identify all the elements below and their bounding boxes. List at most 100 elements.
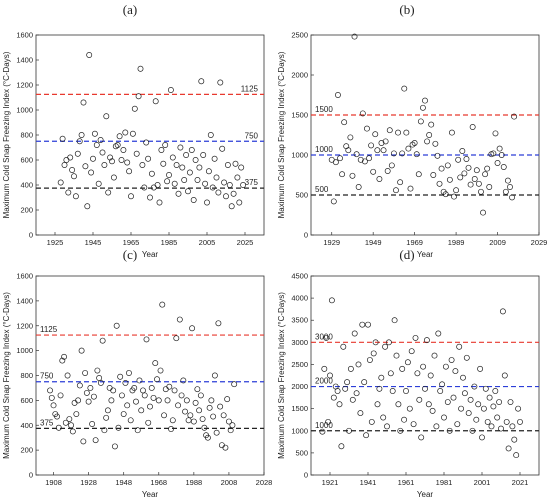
- data-point: [405, 145, 412, 152]
- y-tick-label: 3500: [291, 316, 308, 325]
- data-point: [353, 151, 360, 158]
- data-point: [342, 385, 349, 392]
- x-tick-label: 1941: [360, 478, 377, 487]
- data-point: [469, 427, 476, 434]
- data-point: [359, 110, 366, 117]
- data-point: [397, 427, 404, 434]
- data-point: [460, 374, 466, 381]
- data-point: [189, 325, 196, 332]
- data-point: [351, 33, 358, 40]
- data-point: [185, 188, 191, 195]
- data-point: [116, 133, 123, 140]
- data-point: [131, 384, 138, 391]
- data-point: [401, 85, 408, 92]
- data-point: [378, 374, 385, 381]
- data-point: [160, 160, 167, 167]
- y-tick-label: 500: [295, 191, 308, 200]
- data-point: [110, 387, 117, 394]
- data-point: [372, 339, 379, 346]
- data-point: [145, 155, 152, 162]
- data-point: [99, 337, 106, 344]
- data-point: [128, 193, 134, 200]
- data-point: [185, 417, 192, 424]
- panel-d: (d) 0 500 1000 1500 2000 2500 3000 3500 4000 4500 1…: [277, 247, 540, 499]
- data-point: [118, 392, 125, 399]
- data-point: [444, 399, 451, 405]
- x-tick-label: 1948: [115, 478, 132, 487]
- data-point: [222, 444, 229, 451]
- data-point: [471, 383, 478, 390]
- data-point: [227, 427, 234, 434]
- data-point: [513, 452, 520, 459]
- y-axis-title: Maximum Cold Snap Freezing Index (°C-Day…: [2, 292, 11, 459]
- data-point: [137, 65, 144, 72]
- reference-line-label: 1000: [315, 145, 333, 154]
- data-point: [166, 383, 173, 390]
- data-point: [205, 168, 212, 175]
- data-point: [97, 137, 104, 143]
- data-point: [217, 79, 224, 86]
- y-tick-label: 3000: [291, 338, 308, 347]
- data-point: [482, 385, 489, 392]
- data-point: [334, 92, 341, 98]
- data-point: [161, 412, 167, 419]
- data-point: [124, 402, 131, 409]
- x-tick-label: 2025: [237, 238, 254, 247]
- data-point: [458, 405, 465, 412]
- data-point: [502, 188, 509, 195]
- data-point: [330, 198, 337, 205]
- data-point: [181, 177, 188, 183]
- data-point: [446, 176, 453, 183]
- data-point: [103, 414, 110, 421]
- data-point: [207, 132, 214, 138]
- data-point: [380, 414, 387, 421]
- data-point: [198, 78, 205, 85]
- data-point: [72, 193, 79, 200]
- y-tick-label: 200: [20, 446, 33, 455]
- data-point: [509, 194, 516, 201]
- data-point: [74, 150, 81, 157]
- y-tick-label: 2000: [291, 71, 308, 80]
- data-point: [448, 129, 455, 136]
- data-point: [370, 350, 377, 357]
- data-point: [418, 434, 425, 441]
- panel-c: (c) 0 200 400 600 800 1000 1200 1400 1600 1908 1928…: [2, 247, 272, 499]
- data-point: [386, 127, 393, 134]
- data-point: [384, 423, 390, 430]
- panel-label: (c): [123, 247, 137, 262]
- data-point: [404, 359, 411, 366]
- data-point: [503, 418, 510, 425]
- data-point: [355, 184, 362, 190]
- data-point: [344, 379, 351, 386]
- x-tick-label: 1981: [436, 478, 453, 487]
- data-point: [452, 368, 459, 375]
- data-point: [319, 428, 326, 435]
- x-tick-label: 2005: [199, 238, 216, 247]
- data-point: [494, 160, 501, 166]
- data-point: [413, 151, 420, 158]
- data-point: [92, 437, 99, 444]
- data-point: [204, 434, 211, 441]
- data-point: [183, 152, 190, 158]
- data-point: [378, 140, 385, 146]
- data-point: [114, 142, 121, 148]
- data-point: [330, 394, 337, 401]
- data-point: [479, 434, 485, 441]
- data-point: [224, 162, 231, 168]
- data-point: [76, 382, 83, 389]
- data-point: [200, 152, 207, 158]
- data-point: [104, 407, 111, 414]
- data-point: [411, 140, 418, 146]
- data-point: [391, 317, 398, 324]
- data-point: [90, 393, 97, 400]
- data-point: [454, 421, 461, 428]
- data-point: [385, 339, 392, 346]
- panel-a: (a) 0 200 400 600 800 1000 1200 1400 1600 1925 1945…: [2, 2, 265, 259]
- data-point: [152, 360, 159, 367]
- data-point: [475, 180, 482, 187]
- data-point: [69, 428, 76, 435]
- plot-frame: [310, 275, 540, 476]
- reference-line-label: 1125: [40, 325, 58, 334]
- data-point: [515, 405, 522, 412]
- data-point: [59, 135, 66, 142]
